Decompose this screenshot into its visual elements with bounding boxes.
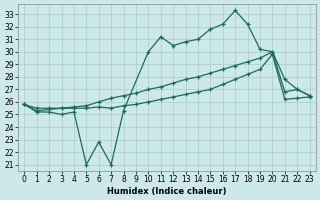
X-axis label: Humidex (Indice chaleur): Humidex (Indice chaleur) — [107, 187, 227, 196]
